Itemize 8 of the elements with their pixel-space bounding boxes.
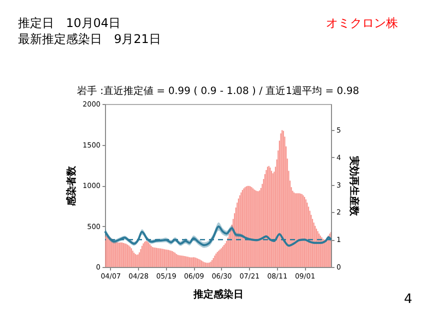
text: 推定日 10月04日 [18,15,121,32]
x-axis-title: 推定感染日 [192,288,244,300]
y-axis-title: 感染者数 [66,165,78,207]
y2-axis-title: 実効再生産数 [348,155,360,217]
text: 4 [404,292,412,307]
text: オミクロン株 [326,15,398,32]
chart-title: 岩手 :直近推定値 = 0.99 ( 0.9 - 1.08 ) / 直近1週平均 = 0.98 [76,85,360,97]
text: 最新推定感染日 9月21日 [18,31,161,48]
